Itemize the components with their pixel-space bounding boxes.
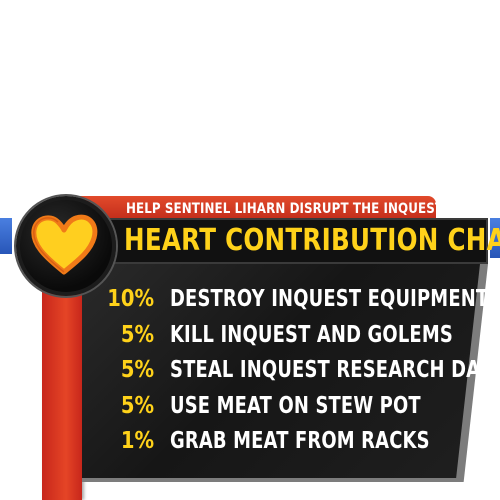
task-row: 5% KILL INQUEST AND GOLEMS — [86, 318, 466, 354]
subtitle-banner — [80, 196, 436, 222]
title-strip — [80, 218, 488, 264]
task-label: KILL INQUEST AND GOLEMS — [170, 321, 453, 348]
task-row: 5% USE MEAT ON STEW POT — [86, 389, 466, 425]
right-edge-tab — [490, 218, 500, 258]
task-list: 10% DESTROY INQUEST EQUIPMENT 5% KILL IN… — [86, 282, 500, 460]
task-row: 10% DESTROY INQUEST EQUIPMENT — [86, 282, 488, 318]
task-label: USE MEAT ON STEW POT — [170, 392, 421, 419]
red-side-bar — [42, 262, 82, 500]
task-percent: 5% — [120, 357, 154, 383]
left-edge-tab — [0, 218, 12, 254]
task-label: DESTROY INQUEST EQUIPMENT — [170, 286, 489, 312]
task-label: STEAL INQUEST RESEARCH DATA — [170, 357, 500, 383]
chart-title: HEART CONTRIBUTION CHART — [124, 223, 500, 258]
task-percent: 10% — [107, 286, 154, 312]
banner-subtitle: HELP SENTINEL LIHARN DISRUPT THE INQUEST — [126, 201, 444, 217]
task-percent: 5% — [120, 321, 154, 348]
contribution-panel — [82, 264, 480, 478]
task-percent: 5% — [120, 392, 154, 419]
heart-icon — [31, 214, 98, 275]
task-row: 1% GRAB MEAT FROM RACKS — [86, 424, 466, 460]
heart-emblem — [16, 196, 116, 296]
task-row: 5% STEAL INQUEST RESEARCH DATA — [86, 353, 500, 389]
task-percent: 1% — [120, 428, 154, 454]
task-label: GRAB MEAT FROM RACKS — [170, 428, 430, 454]
